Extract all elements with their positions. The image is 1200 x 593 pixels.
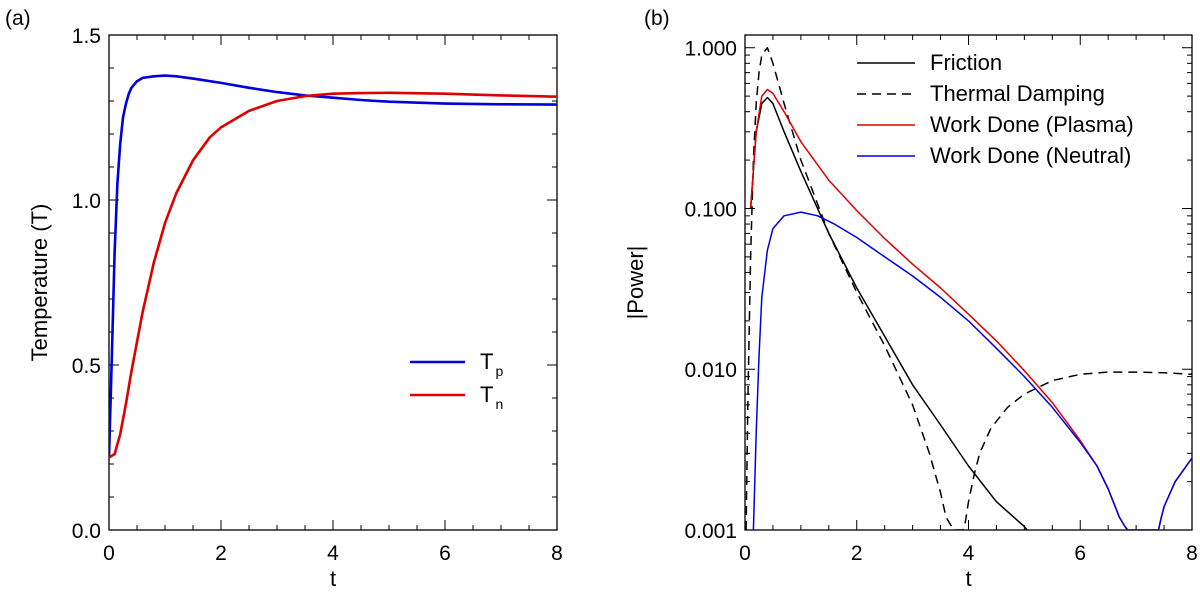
y-axis-title: |Power| [623,246,648,320]
y-tick-label: 1.000 [684,38,737,61]
legend-label: Friction [930,50,1002,75]
y-tick-label: 1.5 [72,25,101,48]
series-line-thermal-damping [745,46,1192,530]
x-tick-label: 4 [327,542,339,565]
legend-label: Thermal Damping [930,81,1105,106]
plot-frame [108,34,558,531]
series-group [109,74,557,459]
series-line-friction [749,96,1028,530]
y-tick-label: 0.001 [684,520,737,543]
legend-label-sub: p [495,363,503,379]
series-line-t-n [109,91,557,459]
x-tick-label: 8 [551,542,563,565]
panel-label: (a) [5,7,31,30]
panel-label: (b) [644,7,670,30]
y-tick-label: 1.0 [72,190,101,213]
legend-label-main: T [480,349,493,374]
legend-label: Work Done (Neutral) [930,143,1131,168]
series-line-work-done-plasma [749,88,1192,530]
panel-b: 0 2 4 6 8 0.001 0.010 0.100 1.000 t |Power| (b) Fric… [623,7,1198,591]
series-group [745,46,1192,530]
y-tick-label: 0.100 [684,198,737,221]
x-tick-label: 6 [1074,542,1086,565]
y-tick-label: 0.010 [684,359,737,382]
legend-label-main: T [480,382,493,407]
legend: Friction Thermal Damping Work Done (Plasma… [857,50,1134,168]
x-tick-label: 8 [1186,542,1198,565]
x-tick-label: 0 [103,542,115,565]
legend-label: Work Done (Plasma) [930,112,1134,137]
series-line-t-p [109,74,557,458]
plot-frame [744,34,1193,531]
x-axis-title: t [965,566,971,591]
y-axis-title: Temperature (T) [27,204,52,362]
legend-label-sub: n [495,396,503,412]
x-tick-label: 0 [739,542,751,565]
x-tick-label: 2 [215,542,227,565]
x-tick-label: 4 [963,542,975,565]
y-tick-label: 0.5 [72,355,101,378]
x-axis-title: t [330,566,336,591]
x-tick-label: 6 [439,542,451,565]
x-tick-label: 2 [851,542,863,565]
y-tick-label: 0.0 [72,520,101,543]
series-line-work-done-neutral [752,211,1192,530]
